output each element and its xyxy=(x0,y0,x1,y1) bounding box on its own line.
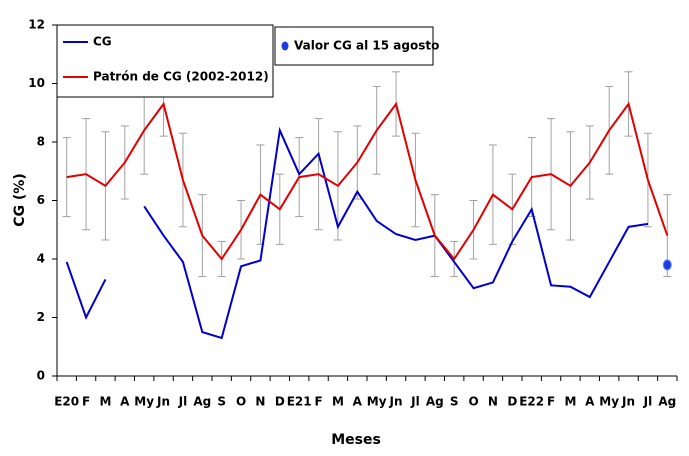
x-tick-label: My xyxy=(134,395,154,409)
x-tick-label: D xyxy=(275,395,285,409)
error-bar xyxy=(62,137,71,218)
x-tick-label: F xyxy=(82,395,90,409)
y-tick-label: 0 xyxy=(37,369,45,383)
series-line xyxy=(65,126,649,340)
x-tick-label: E20 xyxy=(54,395,79,409)
legend-label: Valor CG al 15 agosto xyxy=(294,39,439,53)
x-tick-label: Ag xyxy=(658,395,676,409)
legend-box xyxy=(56,24,274,98)
legend-label: Patrón de CG (2002-2012) xyxy=(93,70,269,84)
x-tick-label: Jl xyxy=(643,395,653,409)
data-point xyxy=(662,259,672,271)
x-tick-label: A xyxy=(353,395,363,409)
x-tick-label: S xyxy=(217,395,226,409)
x-tick-label: Ag xyxy=(426,395,444,409)
x-tick-label: N xyxy=(255,395,265,409)
x-tick-label: E21 xyxy=(287,395,312,409)
x-tick-label: A xyxy=(120,395,130,409)
y-tick-label: 6 xyxy=(37,193,45,207)
x-tick-label: O xyxy=(236,395,246,409)
x-tick-label: E22 xyxy=(519,395,544,409)
x-tick-label: O xyxy=(468,395,478,409)
y-tick-label: 4 xyxy=(37,252,45,266)
series-line xyxy=(66,101,669,261)
x-tick-label: Jn xyxy=(156,395,170,409)
x-tick-label: My xyxy=(367,395,387,409)
legend-label: CG xyxy=(93,35,112,49)
y-tick-label: 10 xyxy=(28,76,45,90)
x-tick-label: F xyxy=(314,395,322,409)
x-tick-label: Ag xyxy=(193,395,211,409)
x-tick-label: S xyxy=(450,395,459,409)
x-tick-label: Jn xyxy=(389,395,403,409)
x-tick-label: M xyxy=(564,395,576,409)
y-tick-label: 8 xyxy=(37,135,45,149)
x-tick-label: N xyxy=(488,395,498,409)
x-tick-label: Jl xyxy=(410,395,420,409)
x-tick-label: M xyxy=(332,395,344,409)
y-tick-label: 12 xyxy=(28,18,45,32)
x-tick-label: My xyxy=(599,395,619,409)
x-tick-label: A xyxy=(585,395,595,409)
x-tick-label: Jl xyxy=(178,395,188,409)
y-axis-label: CG (%) xyxy=(12,173,28,226)
legend-swatch xyxy=(281,41,289,51)
x-axis-label: Meses xyxy=(331,432,381,448)
x-tick-label: D xyxy=(507,395,517,409)
x-tick-label: M xyxy=(99,395,111,409)
x-tick-label: F xyxy=(547,395,555,409)
x-tick-label: Jn xyxy=(621,395,635,409)
y-tick-label: 2 xyxy=(37,310,45,324)
legend-box xyxy=(274,26,434,66)
